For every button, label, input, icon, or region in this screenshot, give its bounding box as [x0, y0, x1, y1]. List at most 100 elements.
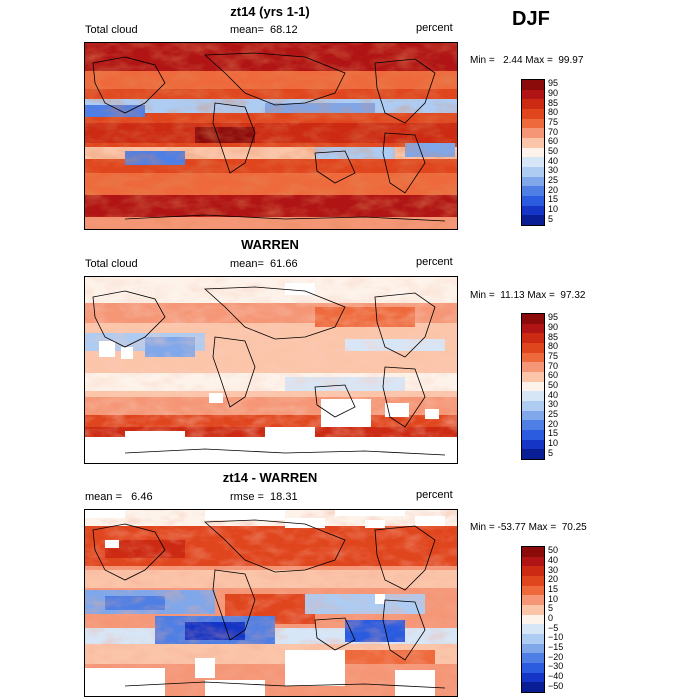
- colorbar-tick-label: 30: [548, 399, 559, 410]
- colorbar-tick-label: −15: [548, 642, 564, 652]
- colorbar-tick-label: 70: [548, 126, 559, 137]
- colorbar-segment: [522, 108, 544, 119]
- panel-2-colorbar-labels: 95 90 85 80 75 70 60 50 40 30 25 20 15 10 5: [548, 313, 578, 458]
- colorbar-tick-label: 80: [548, 107, 559, 118]
- panel-3-minmax: Min = -53.77 Max = 70.25: [470, 522, 587, 533]
- colorbar-tick-label: 40: [548, 555, 559, 565]
- colorbar-tick-label: 10: [548, 204, 559, 214]
- colorbar-tick-label: 40: [548, 155, 559, 166]
- colorbar-segment: [522, 381, 544, 392]
- colorbar-tick-label: 75: [548, 351, 559, 361]
- colorbar-segment: [522, 118, 544, 129]
- colorbar-segment: [522, 682, 544, 692]
- colorbar-segment: [522, 166, 544, 177]
- colorbar-tick-label: 50: [548, 380, 559, 390]
- colorbar-tick-label: 5: [548, 213, 554, 224]
- colorbar-segment: [522, 323, 544, 334]
- colorbar-segment: [522, 391, 544, 401]
- colorbar-tick-label: 70: [548, 360, 559, 371]
- colorbar-tick-label: 15: [548, 194, 559, 205]
- panel-1-left-label: Total cloud: [85, 24, 138, 36]
- colorbar-tick-label: 95: [548, 78, 559, 89]
- colorbar-tick-label: 30: [548, 165, 559, 176]
- colorbar-segment: [522, 653, 544, 663]
- colorbar-segment: [522, 128, 544, 138]
- panel-1-title: zt14 (yrs 1-1): [230, 4, 310, 19]
- colorbar-segment: [522, 400, 544, 411]
- colorbar-tick-label: 50: [548, 146, 559, 156]
- colorbar-segment: [522, 575, 544, 586]
- colorbar-tick-label: 90: [548, 88, 559, 98]
- colorbar-tick-label: −5: [548, 622, 559, 633]
- colorbar-segment: [522, 429, 544, 440]
- colorbar-segment: [522, 624, 544, 634]
- panel-1-map: [84, 42, 458, 230]
- colorbar-segment: [522, 314, 544, 324]
- colorbar-segment: [522, 585, 544, 596]
- colorbar-tick-label: 0: [548, 613, 554, 623]
- colorbar-segment: [522, 89, 544, 100]
- colorbar-tick-label: 15: [548, 428, 559, 439]
- panel-3-colorbar: [521, 546, 545, 693]
- colorbar-segment: [522, 195, 544, 206]
- colorbar-tick-label: 80: [548, 341, 559, 352]
- colorbar-tick-label: −10: [548, 632, 564, 643]
- panel-1-colorbar: [521, 79, 545, 226]
- colorbar-segment: [522, 80, 544, 90]
- colorbar-segment: [522, 547, 544, 557]
- colorbar-tick-label: 95: [548, 312, 559, 323]
- panel-2-center-label: mean= 61.66: [230, 258, 298, 270]
- colorbar-segment: [522, 333, 544, 343]
- colorbar-segment: [522, 420, 544, 430]
- colorbar-tick-label: 40: [548, 389, 559, 400]
- colorbar-tick-label: 20: [548, 574, 559, 585]
- panel-1-center-label: mean= 68.12: [230, 24, 298, 36]
- panel-3-right-label: percent: [416, 489, 453, 501]
- colorbar-segment: [522, 176, 544, 187]
- colorbar-tick-label: 90: [548, 322, 559, 332]
- panel-1-minmax: Min = 2.44 Max = 99.97: [470, 55, 584, 66]
- colorbar-tick-label: 75: [548, 117, 559, 127]
- colorbar-segment: [522, 662, 544, 673]
- colorbar-tick-label: 25: [548, 409, 559, 419]
- colorbar-tick-label: 30: [548, 564, 559, 575]
- colorbar-segment: [522, 99, 544, 109]
- panel-2-title: WARREN: [241, 237, 299, 252]
- colorbar-segment: [522, 566, 544, 576]
- colorbar-segment: [522, 147, 544, 158]
- colorbar-tick-label: 60: [548, 370, 559, 381]
- panel-3-left-label: mean = 6.46: [85, 491, 153, 503]
- panel-1-right-label: percent: [416, 22, 453, 34]
- colorbar-segment: [522, 342, 544, 353]
- colorbar-tick-label: 10: [548, 593, 559, 604]
- colorbar-tick-label: 15: [548, 584, 559, 594]
- colorbar-segment: [522, 604, 544, 615]
- panel-2-left-label: Total cloud: [85, 258, 138, 270]
- colorbar-segment: [522, 410, 544, 421]
- colorbar-segment: [522, 186, 544, 196]
- colorbar-segment: [522, 643, 544, 654]
- colorbar-segment: [522, 556, 544, 567]
- colorbar-segment: [522, 362, 544, 372]
- colorbar-segment: [522, 137, 544, 148]
- colorbar-segment: [522, 633, 544, 644]
- colorbar-tick-label: 10: [548, 438, 559, 448]
- panel-1-colorbar-labels: 95 90 85 80 75 70 60 50 40 30 25 20 15 10 5: [548, 79, 578, 224]
- colorbar-segment: [522, 449, 544, 459]
- panel-3-title: zt14 - WARREN: [222, 470, 318, 485]
- colorbar-tick-label: 85: [548, 331, 559, 342]
- colorbar-segment: [522, 157, 544, 167]
- colorbar-segment: [522, 352, 544, 363]
- colorbar-segment: [522, 371, 544, 382]
- colorbar-segment: [522, 595, 544, 605]
- colorbar-tick-label: 5: [548, 603, 554, 614]
- colorbar-tick-label: 5: [548, 447, 554, 458]
- panel-3-map: [84, 509, 458, 697]
- colorbar-tick-label: 20: [548, 418, 559, 429]
- panel-2-minmax: Min = 11.13 Max = 97.32: [470, 290, 586, 301]
- panel-3-center-label: rmse = 18.31: [230, 491, 298, 503]
- colorbar-tick-label: 25: [548, 175, 559, 185]
- season-title: DJF: [512, 8, 550, 30]
- colorbar-tick-label: 20: [548, 184, 559, 195]
- panel-2-right-label: percent: [416, 256, 453, 268]
